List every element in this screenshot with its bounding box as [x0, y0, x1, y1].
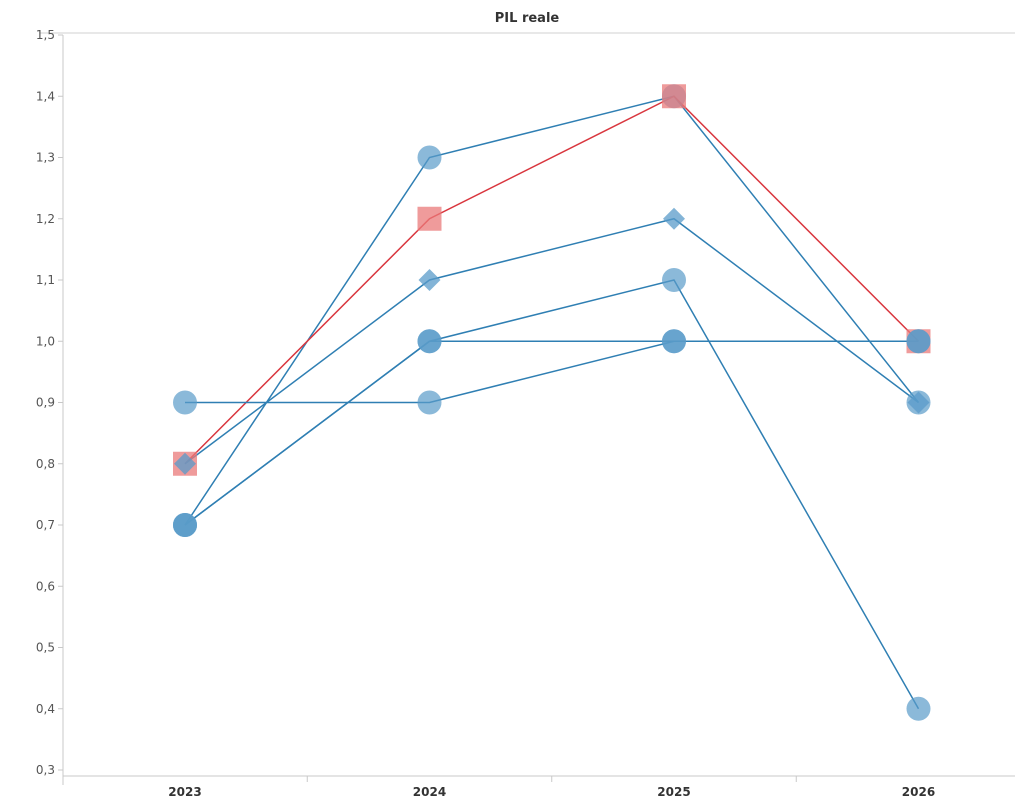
- chart-title: PIL reale: [495, 11, 560, 26]
- series-line-5: [184, 340, 919, 526]
- data-point-series-2-2025[interactable]: [662, 84, 686, 109]
- data-point-series-6-2023[interactable]: [173, 390, 197, 415]
- x-tick-label: 2026: [902, 785, 935, 798]
- data-point-series-4-2026[interactable]: [906, 696, 931, 721]
- y-tick-label: 0,6: [36, 579, 55, 593]
- x-axis-ticks: 2023 2024 2025 2026: [168, 776, 935, 798]
- y-tick-label: 0,4: [36, 702, 55, 716]
- y-tick-label: 1,1: [36, 273, 55, 287]
- data-point-series-3-2023[interactable]: [174, 452, 196, 475]
- series-lines: [184, 95, 920, 710]
- data-point-series-1-2024[interactable]: [417, 145, 442, 170]
- y-axis-ticks: 0,3 0,4 0,5 0,6 0,7 0,8 0,9 1,0 1,1 1,2 1,3 1,4 1,5: [36, 28, 63, 777]
- x-tick-label: 2023: [168, 785, 201, 798]
- series-line-4: [184, 279, 920, 710]
- x-tick-label: 2024: [413, 785, 446, 798]
- series-markers: [173, 84, 931, 721]
- data-point-series-6-2024[interactable]: [417, 390, 442, 415]
- y-tick-label: 1,2: [36, 212, 55, 226]
- data-point-series-5-2023[interactable]: [173, 513, 197, 537]
- data-point-series-5-2024[interactable]: [417, 329, 442, 354]
- y-tick-label: 0,7: [36, 518, 55, 532]
- x-tick-label: 2025: [657, 785, 690, 798]
- data-point-series-6-2026[interactable]: [906, 329, 931, 354]
- data-point-series-4-2025[interactable]: [662, 268, 686, 292]
- series-line-3: [184, 217, 919, 465]
- data-point-series-3-2024[interactable]: [418, 269, 441, 291]
- y-tick-label: 0,3: [36, 763, 55, 777]
- y-tick-label: 1,3: [36, 151, 55, 165]
- data-point-series-3-2026[interactable]: [907, 391, 930, 414]
- y-tick-label: 1,5: [36, 28, 55, 42]
- data-point-series-3-2025[interactable]: [663, 207, 685, 230]
- y-tick-label: 1,4: [36, 89, 55, 103]
- data-point-series-2-2024[interactable]: [417, 206, 442, 231]
- y-tick-label: 0,8: [36, 457, 55, 471]
- series-line-2: [184, 95, 920, 465]
- y-tick-label: 0,5: [36, 641, 55, 655]
- series-line-6: [185, 340, 919, 404]
- y-tick-label: 0,9: [36, 396, 55, 410]
- data-point-series-6-2025[interactable]: [662, 329, 686, 354]
- y-tick-label: 1,0: [36, 334, 55, 348]
